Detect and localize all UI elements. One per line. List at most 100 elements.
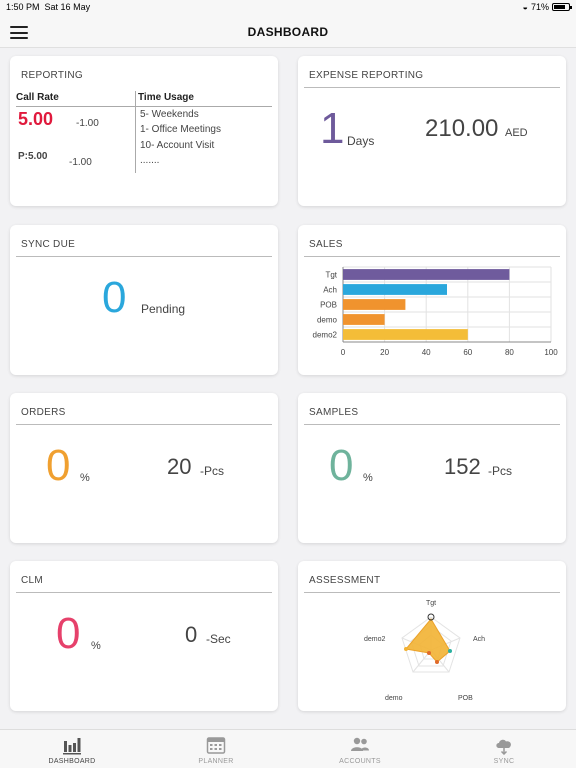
sync-due-card[interactable]: SYNC DUE 0 Pending — [10, 225, 278, 375]
expense-reporting-card[interactable]: EXPENSE REPORTING 1 Days 210.00 AED — [298, 56, 566, 206]
clm-sec-value: 0 — [185, 622, 198, 647]
y-tick-label: Tgt — [325, 271, 337, 280]
samples-card[interactable]: SAMPLES 0 % 152 -Pcs — [298, 393, 566, 543]
orders-percent-value: 0 — [46, 441, 71, 490]
samples-percent-unit: % — [363, 472, 373, 484]
radar-point-pob — [435, 660, 439, 664]
sync-pending-label: Pending — [141, 302, 186, 316]
orders-card[interactable]: ORDERS 0 % 20 -Pcs — [10, 393, 278, 543]
card-title: ORDERS — [21, 407, 66, 418]
bar-demo — [343, 314, 385, 325]
bottom-tab-bar: DASHBOARD PLANNER ACCOUNTS SYNC — [0, 729, 576, 768]
radar-label-demo: demo — [385, 695, 403, 702]
divider — [16, 592, 272, 593]
p-delta: -1.00 — [69, 157, 92, 168]
tab-accounts[interactable]: ACCOUNTS — [288, 730, 432, 768]
status-time: 1:50 PM — [6, 2, 40, 12]
assessment-radar-chart: Tgt Ach POB demo demo2 — [364, 600, 485, 702]
x-tick-label: 80 — [505, 348, 514, 357]
x-tick-label: 40 — [422, 348, 431, 357]
clm-percent-value: 0 — [56, 609, 81, 658]
tab-label: DASHBOARD — [48, 758, 96, 765]
divider — [304, 256, 560, 257]
time-usage-item: 10- Account Visit — [140, 140, 215, 151]
radar-label-pob: POB — [458, 695, 473, 702]
radar-point-ach — [448, 649, 452, 653]
card-title: SALES — [309, 239, 343, 250]
x-tick-label: 20 — [380, 348, 389, 357]
radar-area — [405, 618, 451, 663]
p-value: P:5.00 — [18, 151, 48, 162]
calendar-icon — [206, 737, 226, 754]
expense-days-value: 1 — [320, 104, 345, 153]
tab-label: SYNC — [493, 758, 515, 765]
samples-pcs-value: 152 — [444, 454, 481, 479]
call-rate-delta: -1.00 — [76, 118, 99, 129]
battery-percent: 71% — [530, 2, 549, 12]
radar-label-tgt: Tgt — [426, 600, 436, 607]
card-title: SAMPLES — [309, 407, 359, 418]
assessment-card[interactable]: ASSESSMENT Tgt Ach POB demo demo2 — [298, 561, 566, 711]
y-tick-label: demo — [317, 316, 338, 325]
card-title: ASSESSMENT — [309, 575, 381, 586]
wifi-icon: ◒ — [522, 2, 528, 12]
reporting-card[interactable]: REPORTING Call Rate Time Usage 5.00 -1.0… — [10, 56, 278, 206]
users-icon — [351, 737, 369, 751]
card-title: REPORTING — [21, 70, 83, 81]
time-usage-item: 5- Weekends — [140, 109, 199, 120]
bar-ach — [343, 284, 447, 295]
time-usage-item: 1- Office Meetings — [140, 124, 221, 135]
y-tick-label: demo2 — [313, 331, 338, 340]
sales-card[interactable]: SALES 0 20 40 60 80 100 Tgt Ach POB demo demo2 — [298, 225, 566, 375]
divider — [16, 106, 272, 107]
samples-percent-value: 0 — [329, 441, 354, 490]
page-title: DASHBOARD — [247, 25, 329, 39]
clm-percent-unit: % — [91, 640, 101, 652]
expense-currency: AED — [505, 127, 528, 139]
tab-planner[interactable]: PLANNER — [144, 730, 288, 768]
divider — [135, 91, 136, 173]
clm-sec-label: -Sec — [206, 632, 231, 646]
divider — [16, 256, 272, 257]
radar-point-tgt — [427, 613, 435, 621]
sales-bar-chart: 0 20 40 60 80 100 Tgt Ach POB demo demo2 — [313, 266, 558, 357]
tab-sync[interactable]: SYNC — [432, 730, 576, 768]
divider — [304, 87, 560, 88]
call-rate-value: 5.00 — [18, 109, 54, 129]
x-tick-label: 0 — [341, 348, 346, 357]
y-tick-label: POB — [320, 301, 337, 310]
card-title: CLM — [21, 575, 44, 586]
status-indicators: ◒ 71% — [522, 2, 572, 12]
x-tick-label: 100 — [544, 348, 558, 357]
expense-days-label: Days — [347, 134, 375, 148]
sync-pending-value: 0 — [102, 273, 127, 322]
tab-label: PLANNER — [198, 758, 234, 765]
status-bar: 1:50 PM Sat 16 May ◒ 71% — [0, 0, 576, 16]
bar-pob — [343, 299, 406, 310]
expense-amount: 210.00 — [425, 115, 499, 142]
orders-percent-unit: % — [80, 472, 90, 484]
tab-dashboard[interactable]: DASHBOARD — [0, 730, 144, 768]
radar-label-demo2: demo2 — [364, 636, 386, 643]
radar-label-ach: Ach — [473, 636, 485, 643]
samples-pcs-label: -Pcs — [488, 464, 512, 478]
y-tick-label: Ach — [323, 286, 337, 295]
bar-demo2 — [343, 329, 468, 340]
tab-label: ACCOUNTS — [339, 758, 381, 765]
time-usage-item: ....... — [140, 155, 160, 166]
status-time-date: 1:50 PM Sat 16 May — [6, 2, 90, 12]
battery-icon — [552, 3, 572, 11]
card-title: SYNC DUE — [21, 239, 76, 250]
radar-point-demo — [427, 651, 431, 655]
radar-point-demo2 — [404, 647, 408, 651]
orders-pcs-value: 20 — [167, 454, 192, 479]
card-title: EXPENSE REPORTING — [309, 70, 424, 81]
cloud-sync-icon — [496, 739, 511, 755]
bar-tgt — [343, 269, 510, 280]
orders-pcs-label: -Pcs — [200, 464, 224, 478]
hamburger-menu-icon[interactable] — [10, 26, 28, 39]
call-rate-header: Call Rate — [16, 92, 59, 103]
clm-card[interactable]: CLM 0 % 0 -Sec — [10, 561, 278, 711]
bar-chart-icon — [63, 738, 81, 755]
status-date: Sat 16 May — [44, 2, 91, 12]
